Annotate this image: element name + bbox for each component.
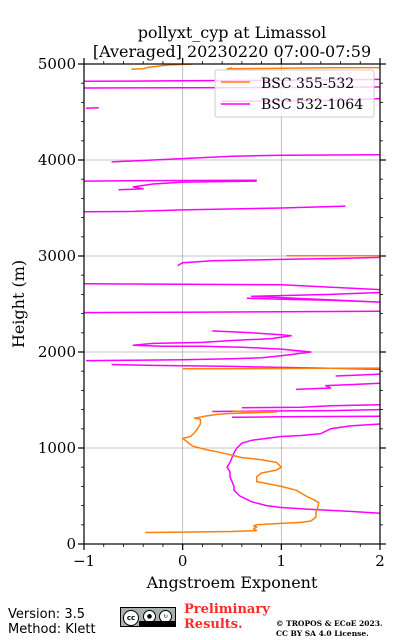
preliminary-line-1: Preliminary [184,602,270,617]
copyright-notice: © TROPOS & ECoE 2023. CC BY SA 4.0 Licen… [276,619,383,639]
series-line-bsc-532-1064 [177,256,380,267]
legend-label-bsc-355-532: BSC 355-532 [261,76,354,92]
y-tick-label: 4000 [38,151,76,169]
angstroem-profile-chart: pollyxt_cyp at Limassol [Averaged] 20230… [9,23,386,592]
y-tick-label: 0 [66,535,76,553]
grid [84,64,380,544]
series-line-bsc-532-1064 [111,153,380,163]
legend-box [214,69,375,118]
x-tick-label: 2 [375,552,385,570]
x-tick-label: 0 [178,552,188,570]
method-text: Method: Klett [8,622,96,637]
x-axis-label: Angstroem Exponent [146,573,318,592]
legend-label-bsc-532-1064: BSC 532-1064 [261,97,363,113]
cc-icon: cc [123,610,139,626]
y-tick-label: 3000 [38,247,76,265]
series-line-bsc-355-532 [131,64,193,71]
plot-frame [83,63,381,545]
series-line-bsc-532-1064 [84,179,257,182]
series-line-bsc-532-1064 [118,180,257,191]
chart-title: pollyxt_cyp at Limassol [138,23,327,42]
y-axis-label: Height (m) [9,260,28,348]
copyright-line-2: CC BY SA 4.0 License. [276,629,369,638]
y-tick-label: 5000 [38,55,76,73]
y-tick-label: 1000 [38,439,76,457]
series-line-bsc-355-532 [145,410,320,534]
cc-license-badge: cc ● ↻ [120,607,176,627]
version-text: Version: 3.5 [8,607,85,622]
series-line-bsc-532-1064 [84,283,380,291]
series-line-bsc-532-1064 [241,404,380,409]
y-tick-label: 2000 [38,343,76,361]
series-line-bsc-355-532 [182,367,380,370]
x-tick-label: −1 [73,552,95,570]
series-lines [84,64,380,534]
series-line-bsc-532-1064 [231,415,380,419]
copyright-line-1: © TROPOS & ECoE 2023. [276,619,383,628]
series-line-bsc-355-532 [226,66,380,70]
series-line-bsc-532-1064 [335,373,380,377]
x-tick-label: 1 [277,552,287,570]
series-line-bsc-532-1064 [296,382,380,391]
preliminary-line-2: Results. [184,617,243,632]
chart-subtitle: [Averaged] 20230220 07:00-07:59 [93,42,371,61]
series-line-bsc-532-1064 [84,310,380,314]
series-line-bsc-532-1064 [84,205,346,213]
preliminary-notice: Preliminary Results. [184,602,270,632]
legend: BSC 355-532 BSC 532-1064 [214,69,375,118]
series-line-bsc-532-1064 [226,423,380,515]
series-line-bsc-532-1064 [85,330,312,362]
series-line-bsc-532-1064 [85,106,99,109]
cc-badge-strip [139,621,175,626]
series-line-bsc-532-1064 [246,291,380,303]
